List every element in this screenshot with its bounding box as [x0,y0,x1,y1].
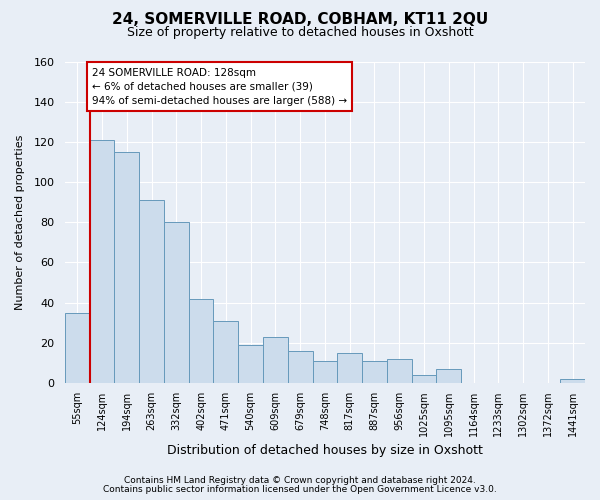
Bar [115,152,139,383]
Bar [560,379,585,383]
Text: 24 SOMERVILLE ROAD: 128sqm
← 6% of detached houses are smaller (39)
94% of semi-: 24 SOMERVILLE ROAD: 128sqm ← 6% of detac… [92,68,347,106]
Bar [337,353,362,383]
Bar [65,312,89,383]
Bar [412,375,436,383]
Bar [164,222,189,383]
Bar [214,320,238,383]
Text: Size of property relative to detached houses in Oxshott: Size of property relative to detached ho… [127,26,473,39]
Bar [263,337,288,383]
Bar [362,361,387,383]
Text: 24, SOMERVILLE ROAD, COBHAM, KT11 2QU: 24, SOMERVILLE ROAD, COBHAM, KT11 2QU [112,12,488,28]
Bar [313,361,337,383]
Bar [89,140,115,383]
Bar [238,345,263,383]
Bar [288,351,313,383]
Bar [387,359,412,383]
Text: Contains public sector information licensed under the Open Government Licence v3: Contains public sector information licen… [103,485,497,494]
Bar [436,369,461,383]
Bar [139,200,164,383]
Y-axis label: Number of detached properties: Number of detached properties [15,134,25,310]
X-axis label: Distribution of detached houses by size in Oxshott: Distribution of detached houses by size … [167,444,483,458]
Text: Contains HM Land Registry data © Crown copyright and database right 2024.: Contains HM Land Registry data © Crown c… [124,476,476,485]
Bar [189,298,214,383]
